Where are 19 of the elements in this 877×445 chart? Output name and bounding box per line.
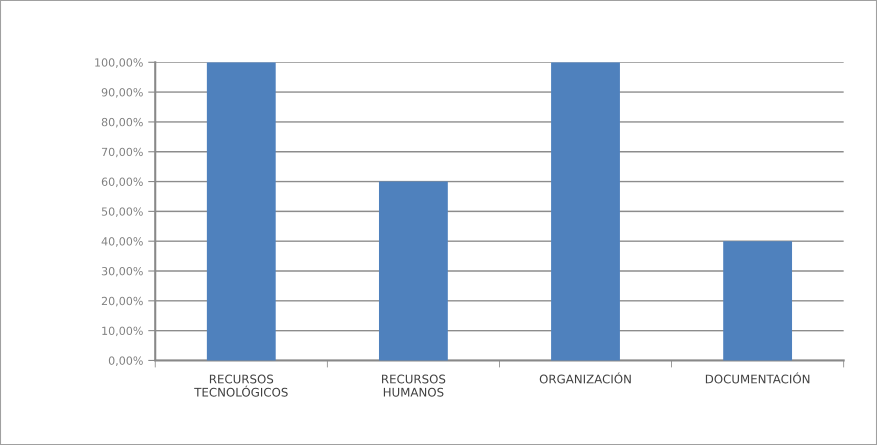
y-tick-label: 20,00% xyxy=(102,296,143,306)
y-tick-label: 60,00% xyxy=(102,178,143,188)
bar xyxy=(206,62,276,360)
x-tick-label: RECURSOS TECNOLÓGICOS xyxy=(194,374,288,397)
bar xyxy=(378,182,448,360)
x-tick-label: DOCUMENTACIÓN xyxy=(706,372,810,384)
y-tick-label: 100,00% xyxy=(95,58,143,68)
y-tick-label: 50,00% xyxy=(102,207,143,217)
y-tick-label: 90,00% xyxy=(102,88,143,98)
y-tick-label: 0,00% xyxy=(108,356,143,366)
y-tick-label: 30,00% xyxy=(102,266,143,277)
x-tick-label: ORGANIZACIÓN xyxy=(540,372,631,384)
y-tick-label: 70,00% xyxy=(102,148,143,158)
x-tick-label: RECURSOS HUMANOS xyxy=(382,374,446,397)
bar xyxy=(551,62,620,360)
y-tick-label: 10,00% xyxy=(102,326,143,336)
y-tick-label: 80,00% xyxy=(102,118,143,128)
y-tick-label: 40,00% xyxy=(102,237,143,247)
bar xyxy=(723,241,792,360)
